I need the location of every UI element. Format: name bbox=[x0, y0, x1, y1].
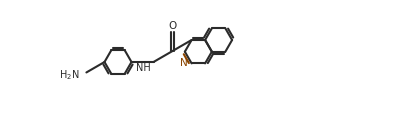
Text: O: O bbox=[168, 21, 177, 31]
Text: N: N bbox=[180, 58, 188, 68]
Text: H$_2$N: H$_2$N bbox=[59, 69, 80, 82]
Text: NH: NH bbox=[136, 63, 151, 73]
